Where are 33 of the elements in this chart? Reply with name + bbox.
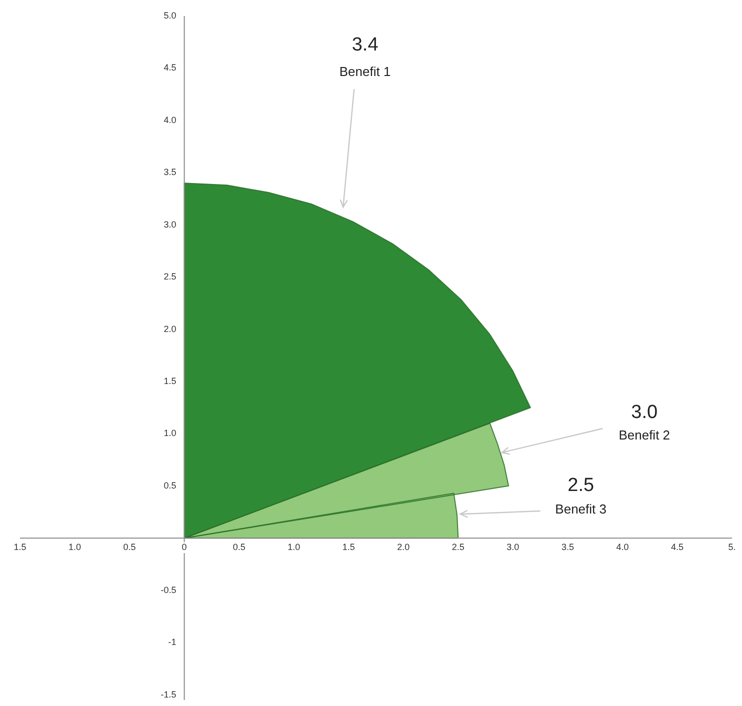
x-tick-label: 4.0: [616, 542, 629, 552]
x-tick-label: 1.0: [288, 542, 300, 552]
x-tick-label: 2.5: [452, 542, 464, 552]
annotation: 3.0: [631, 402, 658, 424]
y-tick-label: 2.5: [164, 272, 176, 282]
y-tick-label: -1.5: [160, 689, 176, 700]
annotation: 2.5: [568, 475, 594, 496]
x-tick-label: 1.5: [14, 542, 26, 552]
y-tick-label: 1.5: [164, 376, 176, 386]
y-tick-label: 3.5: [164, 167, 176, 178]
x-tick-label: 1.5: [342, 542, 355, 552]
y-tick-label: 4.5: [164, 62, 176, 73]
x-tick-label: 3.0: [506, 542, 520, 552]
text: Benefit 3: [555, 502, 606, 517]
x-tick-label: 1.0: [68, 542, 82, 552]
x-tick-label: 0.5: [232, 542, 246, 552]
y-tick-label: 0.5: [164, 480, 176, 490]
y-tick-label: 4.0: [164, 114, 176, 125]
x-tick-label: 3.5: [561, 542, 574, 552]
y-tick-label: 3.0: [164, 219, 176, 230]
annotation: 3.4: [352, 34, 379, 56]
x-tick-label: 0.5: [123, 542, 136, 552]
y-tick-label: -0.5: [160, 584, 176, 595]
text: Benefit 2: [618, 427, 670, 442]
x-tick-label: 0: [182, 542, 187, 552]
x-tick-label: 5.: [728, 542, 736, 552]
x-tick-label: 2.0: [397, 542, 410, 552]
text: Benefit 1: [339, 64, 391, 79]
x-tick-label: 4.5: [670, 542, 684, 552]
y-tick-label: 2.0: [164, 324, 176, 334]
y-tick-label: 5.0: [164, 10, 176, 20]
y-tick-label: -1: [168, 637, 176, 648]
y-tick-label: 1.0: [164, 428, 176, 438]
